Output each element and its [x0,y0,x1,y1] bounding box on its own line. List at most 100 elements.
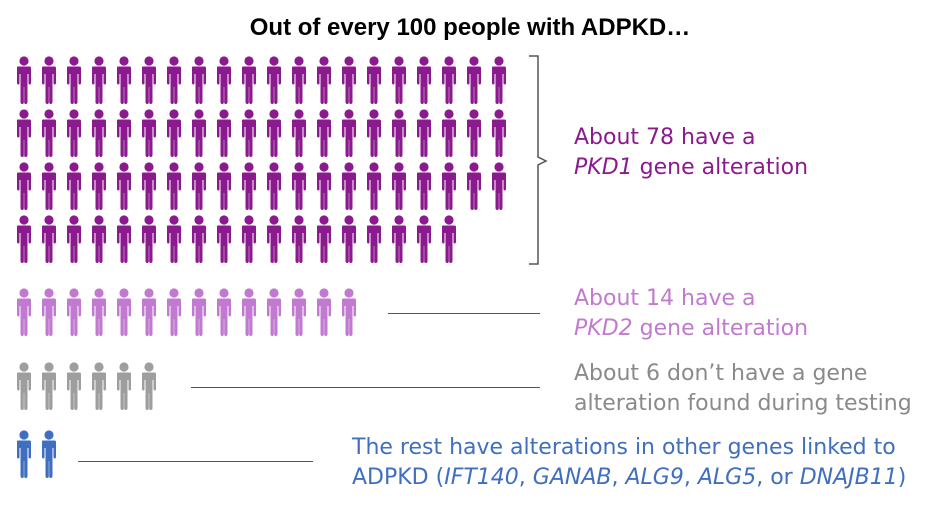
person-icon [317,288,331,336]
label-pkd1: About 78 have a PKD1 gene alteration [574,123,808,183]
person-icon [317,162,331,210]
person-icon [92,215,106,263]
person-icon [367,56,381,104]
person-icon [367,109,381,157]
person-icon [217,56,231,104]
person-icon [392,56,406,104]
person-icon [167,56,181,104]
person-icon [117,162,131,210]
person-icon [192,56,206,104]
label-other-text: , [611,465,626,490]
person-icon [117,362,131,410]
person-icon [292,215,306,263]
person-icon [17,288,31,336]
person-icon [42,109,56,157]
person-icon [417,215,431,263]
person-icon [167,288,181,336]
person-icon [467,56,481,104]
person-icon [167,109,181,157]
label-other-gene: GANAB [532,465,612,490]
label-pkd2-line1: About 14 have a [574,286,756,311]
person-icon [267,215,281,263]
person-icon [142,162,156,210]
connector-line-other [78,461,313,462]
person-icon [142,288,156,336]
person-icon [192,109,206,157]
person-icon [242,109,256,157]
person-icon [92,56,106,104]
person-icon [67,56,81,104]
person-icon [17,362,31,410]
person-icon [192,215,206,263]
label-other-line1: The rest have alterations in other genes… [352,435,896,460]
person-icon [242,162,256,210]
person-icon [42,215,56,263]
person-icon [292,288,306,336]
person-icon [92,288,106,336]
label-pkd2-rest: gene alteration [632,316,809,341]
label-other-text: , [683,465,698,490]
connector-line-pkd2 [388,313,540,314]
person-icon [142,56,156,104]
person-icon [267,56,281,104]
person-icon [42,56,56,104]
person-icon [392,162,406,210]
person-icon [142,109,156,157]
label-other-gene: ALG9 [625,465,684,490]
label-other-text: , [518,465,533,490]
person-icon [17,162,31,210]
person-icon [417,162,431,210]
label-other-gene: ALG5 [697,465,757,490]
person-icon [267,288,281,336]
label-other-text: ) [897,465,907,490]
label-none: About 6 don’t have a gene alteration fou… [574,359,912,419]
connector-line-none [191,387,540,388]
person-icon [317,56,331,104]
person-icon [342,215,356,263]
person-icon [242,288,256,336]
person-icon [67,288,81,336]
person-icon [117,109,131,157]
person-icon [17,215,31,263]
person-icon [67,162,81,210]
person-icon [342,288,356,336]
person-icon [267,109,281,157]
label-other-text: ADPKD ( [352,465,445,490]
person-icon [342,56,356,104]
person-icon [117,215,131,263]
person-icon [42,430,56,478]
person-icon [167,162,181,210]
label-other-line2: ADPKD (IFT140, GANAB, ALG9, ALG5, or DNA… [352,463,906,493]
person-icon [267,162,281,210]
person-icon [367,215,381,263]
person-icon [42,288,56,336]
label-none-line2: alteration found during testing [574,391,912,416]
person-icon [17,430,31,478]
person-icon [442,215,456,263]
person-icon [392,215,406,263]
person-icon [492,109,506,157]
label-other-gene: DNAJB11 [799,465,898,490]
person-icon [292,162,306,210]
person-icon [17,109,31,157]
person-icon [142,215,156,263]
person-icon [417,56,431,104]
person-icon [192,288,206,336]
person-icon [417,109,431,157]
person-icon [317,109,331,157]
person-icon [492,162,506,210]
person-icon [42,162,56,210]
person-icon [167,215,181,263]
person-icon [292,56,306,104]
person-icon [492,56,506,104]
person-icon [242,215,256,263]
person-icon [292,109,306,157]
person-icon [117,56,131,104]
person-icon [442,109,456,157]
label-other-text: , or [756,465,800,490]
label-pkd1-line1: About 78 have a [574,125,756,150]
person-icon [42,362,56,410]
person-icon [67,109,81,157]
